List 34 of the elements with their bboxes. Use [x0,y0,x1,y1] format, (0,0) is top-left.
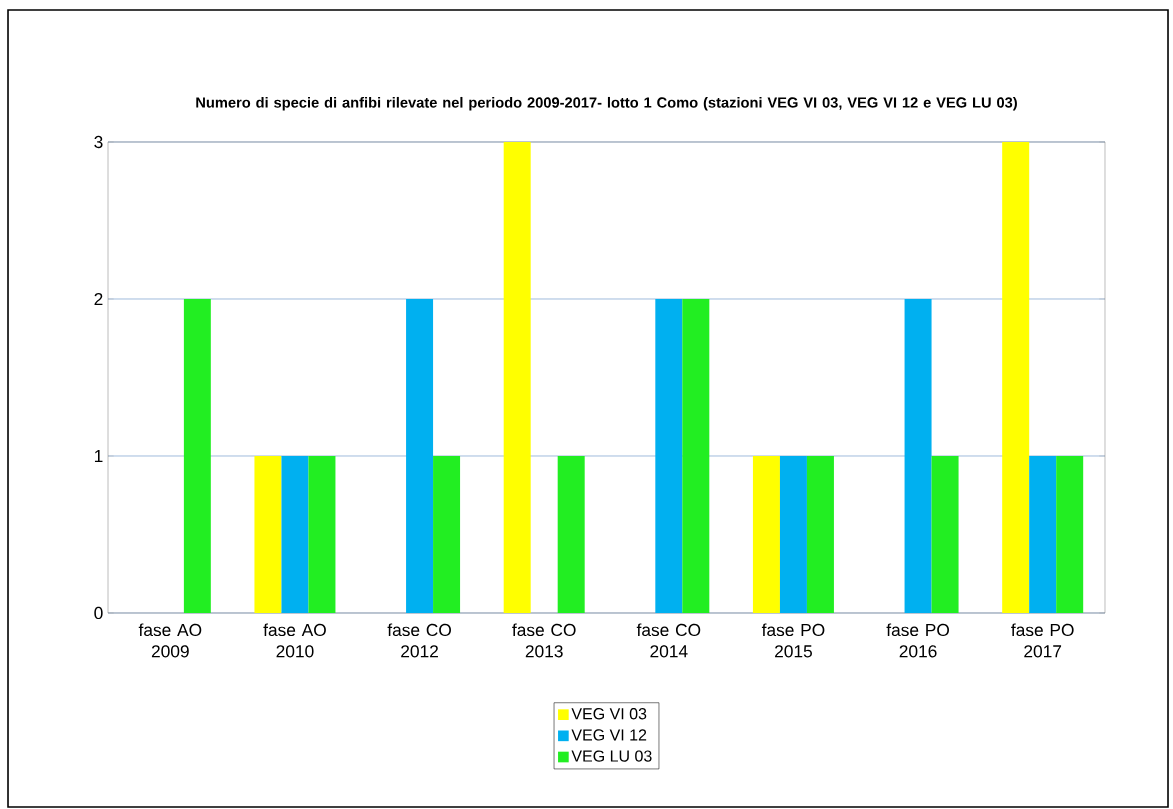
bar [183,298,211,613]
bar [779,455,807,613]
bar [1056,455,1084,613]
x-tick-label: fase CO 2014 [636,623,701,658]
bar [406,298,434,613]
bar [752,455,780,613]
x-tick-label: fase PO 2015 [761,623,825,658]
bar [557,455,585,613]
y-tick-label: 2 [94,292,103,306]
y-tick-label: 1 [94,450,103,462]
bar [655,298,683,613]
bar [682,298,710,613]
x-tick-label: fase PO 2016 [886,623,950,658]
x-tick-label: fase AO 2010 [263,623,326,658]
x-tick-label: fase CO 2012 [387,623,451,658]
legend-label: VEG LU 03 [571,750,652,762]
legend-label: VEG VI 03 [571,708,647,720]
bar [931,455,959,613]
y-tick-label: 0 [94,606,103,620]
bar [254,455,282,613]
bar [1002,141,1030,613]
y-tick-label: 3 [94,135,103,149]
bar [806,455,834,613]
chart-title: Numero di specie di anfibi rilevate nel periodo 2009-2017- lotto 1 Como (stazioni VEG VI 03, VEG VI 12 e VEG LU 03) [196,96,1017,111]
bar [904,298,932,613]
bar [1029,455,1057,613]
bar [433,455,461,613]
bar [281,455,309,613]
bar [308,455,336,613]
bar [503,141,531,613]
x-tick-label: fase CO 2013 [512,623,576,658]
x-tick-label: fase AO 2009 [138,623,202,658]
x-tick-label: fase PO 2017 [1011,623,1074,658]
legend-label: VEG VI 12 [571,729,647,741]
